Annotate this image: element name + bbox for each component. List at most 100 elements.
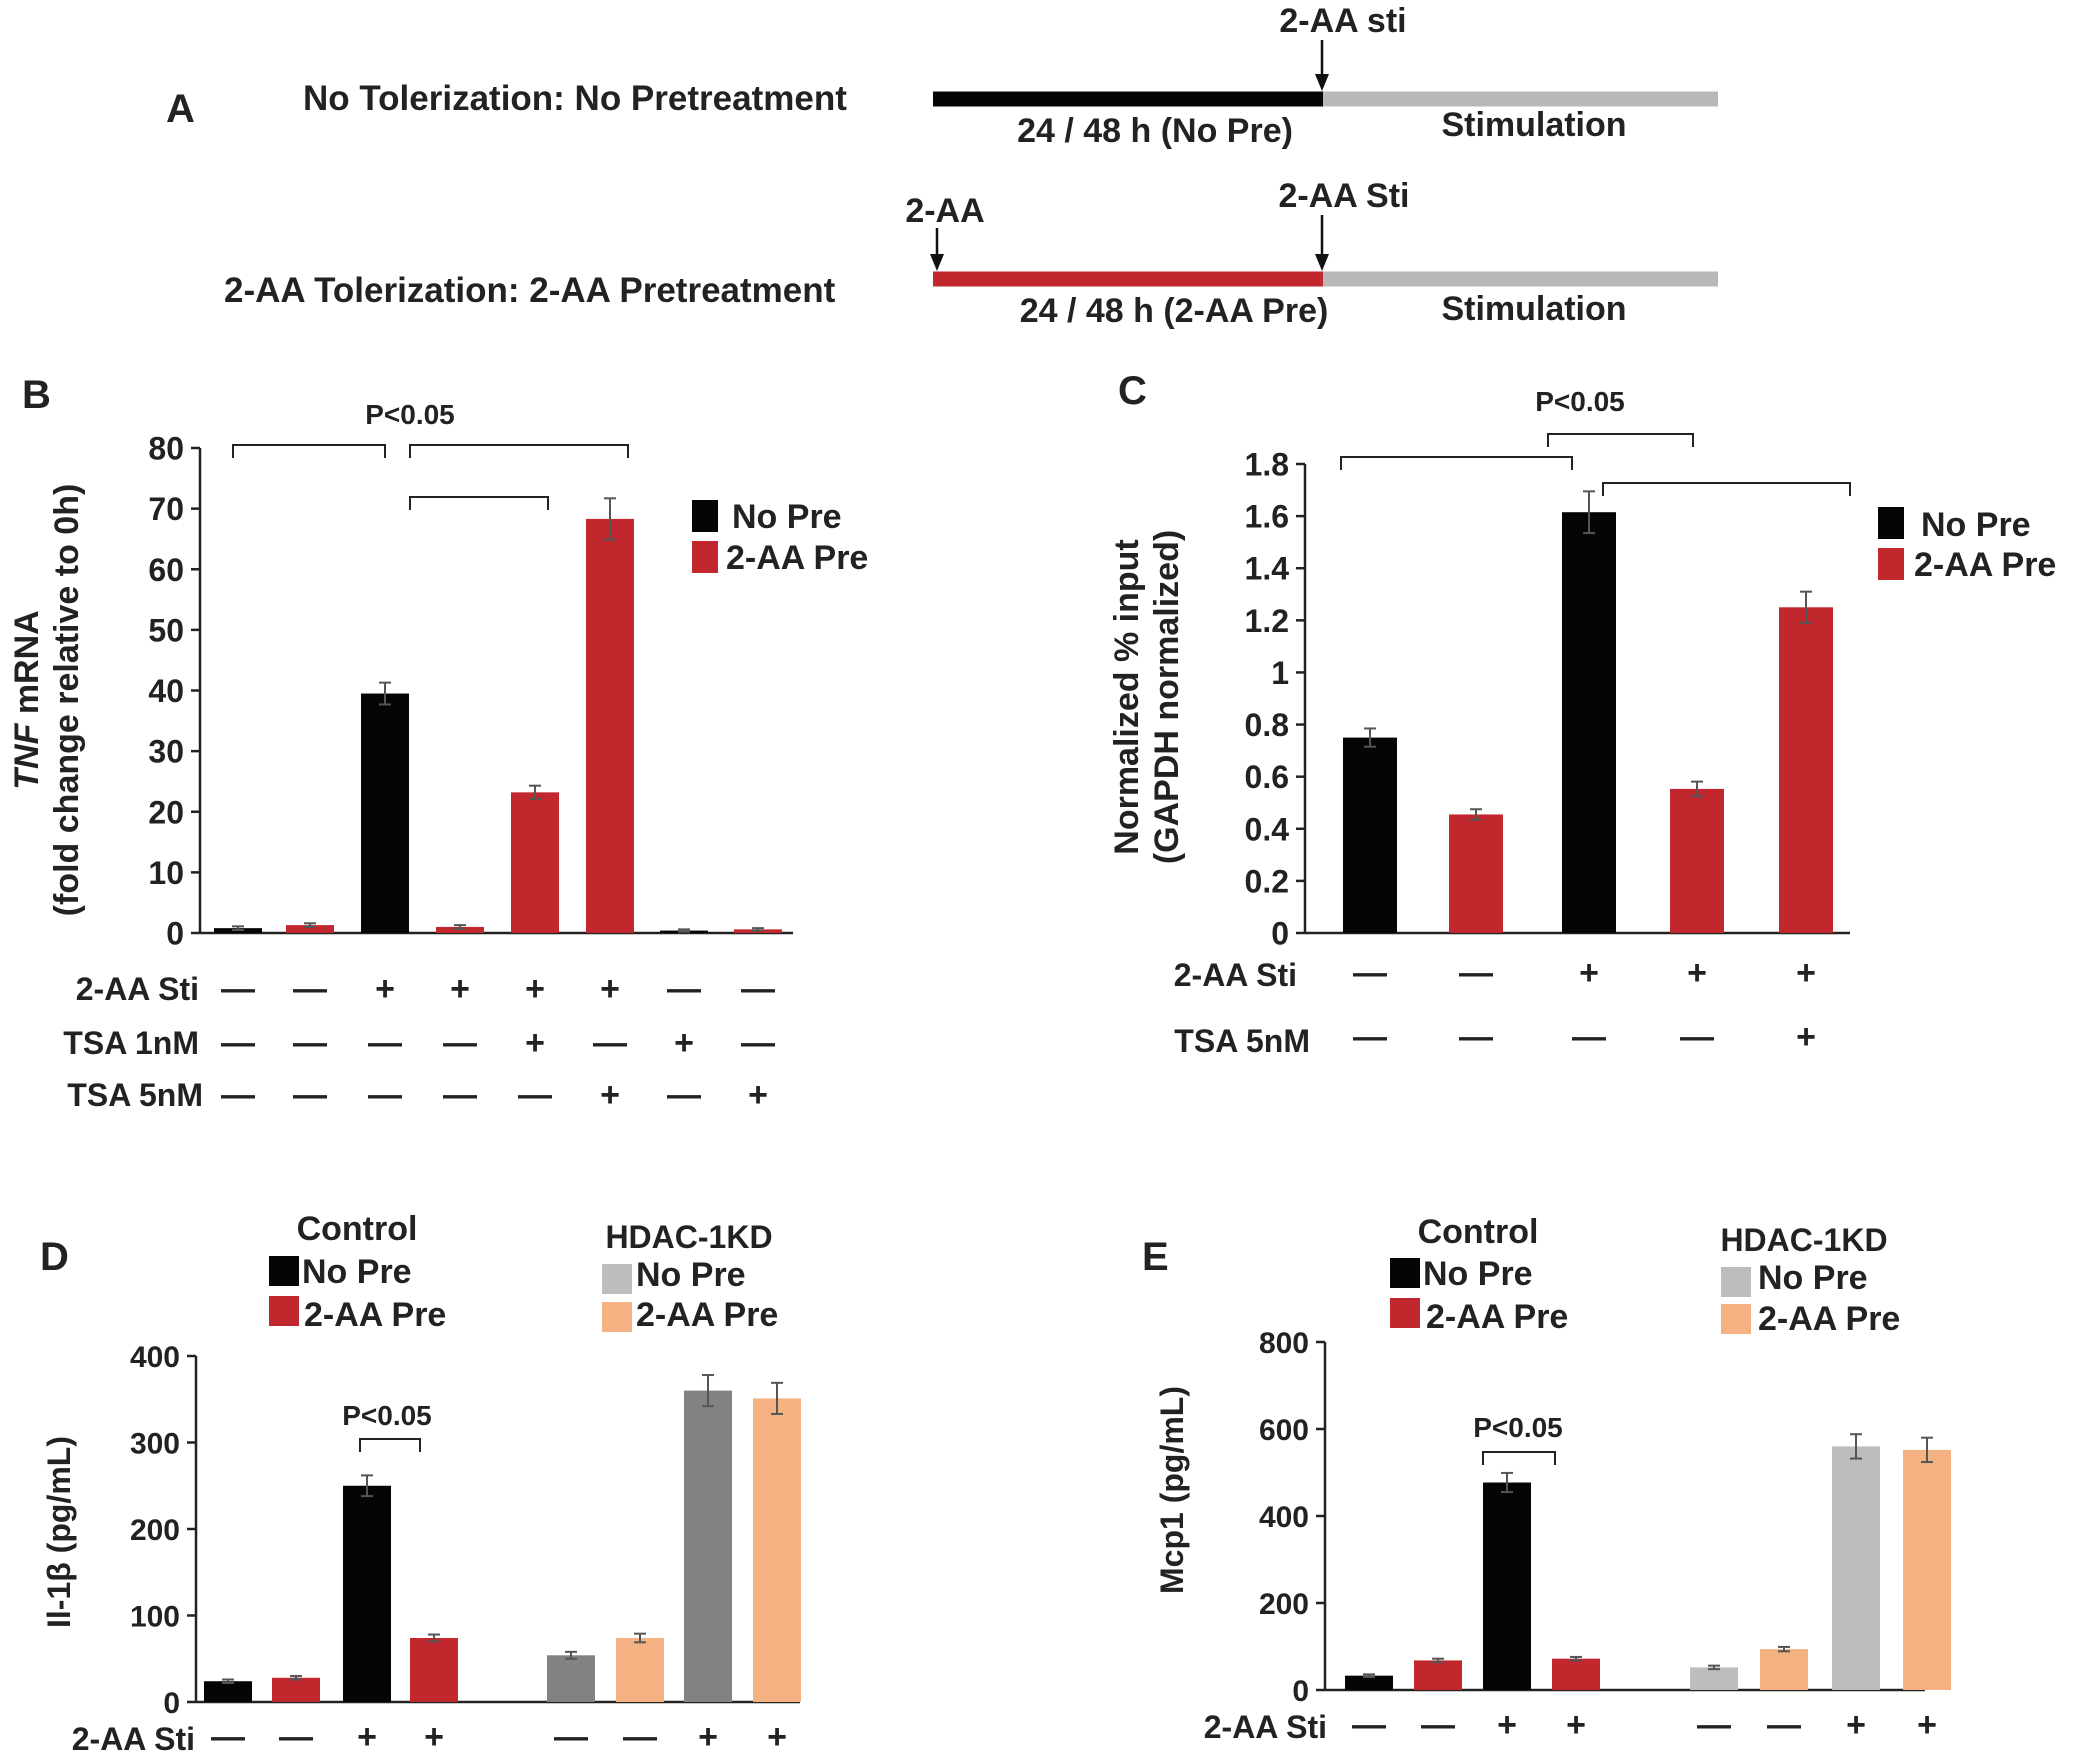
ylabel-line2: (fold change relative to 0h) xyxy=(48,484,86,917)
panel-c-pvalue: P<0.05 xyxy=(1535,386,1625,417)
legend-label: 2-AA Pre xyxy=(1426,1298,1568,1336)
legend-swatch-2aa-pre xyxy=(1878,548,1904,580)
condition-mark: + xyxy=(1796,1018,1816,1056)
row2-title: 2-AA Tolerization: 2-AA Pretreatment xyxy=(224,271,836,310)
legend-label: No Pre xyxy=(1758,1259,1868,1297)
y-tick-label: 40 xyxy=(148,673,184,709)
legend-label: No Pre xyxy=(1423,1255,1533,1293)
condition-mark: + xyxy=(1497,1706,1517,1744)
row2-stim-label: Stimulation xyxy=(1441,290,1626,328)
y-tick-label: 200 xyxy=(1259,1588,1309,1621)
row2-pre-label: 24 / 48 h (2-AA Pre) xyxy=(1020,292,1329,330)
panel-c-legend: No Pre 2-AA Pre xyxy=(1878,506,2056,584)
bar xyxy=(204,1681,252,1702)
ylabel-line2: (GAPDH normalized) xyxy=(1148,530,1186,864)
condition-mark: — xyxy=(667,1076,701,1114)
cond-label: 2-AA Sti xyxy=(1204,1709,1327,1745)
y-tick-label: 0 xyxy=(1292,1675,1309,1708)
legend-swatch xyxy=(602,1264,632,1294)
panel-d-pvalue: P<0.05 xyxy=(342,1400,432,1431)
legend-swatch xyxy=(1721,1267,1751,1297)
condition-mark: — xyxy=(593,1024,627,1062)
y-tick-label: 20 xyxy=(148,794,184,830)
y-tick-label: 1.8 xyxy=(1245,447,1289,483)
row2-start-arrow-label: 2-AA xyxy=(905,192,984,230)
bar xyxy=(410,1637,458,1702)
condition-mark: — xyxy=(443,1024,477,1062)
row1-title: No Tolerization: No Pretreatment xyxy=(303,79,847,118)
y-tick-label: 0.6 xyxy=(1245,759,1289,795)
panel-d-condition-marks: — — + + — — + + xyxy=(211,1718,787,1756)
cond-label: TSA 5nM xyxy=(67,1077,203,1113)
svg-text:TNF mRNA: TNF mRNA xyxy=(8,610,46,789)
sig-bracket xyxy=(1602,482,1851,496)
legend-label: 2-AA Pre xyxy=(636,1296,778,1334)
condition-mark: + xyxy=(525,970,545,1008)
panel-d-chart: D Il-1β (pg/mL) 0 100 200 300 400 Control No… xyxy=(40,1210,801,1757)
condition-mark: — xyxy=(368,1076,402,1114)
legend-label-no-pre: No Pre xyxy=(1921,506,2031,544)
legend-label-2aa-pre: 2-AA Pre xyxy=(726,539,868,577)
legend-label-no-pre: No Pre xyxy=(732,498,842,536)
condition-mark: — xyxy=(667,970,701,1008)
panel-e-legend: Control No Pre 2-AA Pre HDAC-1KD No Pre … xyxy=(1390,1213,1900,1338)
condition-mark: + xyxy=(424,1718,444,1756)
bar xyxy=(616,1637,664,1702)
y-tick-label: 70 xyxy=(148,491,184,527)
condition-mark: + xyxy=(748,1076,768,1114)
sig-bracket xyxy=(1482,1451,1556,1465)
legend-label-2aa-pre: 2-AA Pre xyxy=(1914,546,2056,584)
y-tick-label: 600 xyxy=(1259,1414,1309,1447)
legend-swatch-no-pre xyxy=(1878,507,1904,539)
legend-swatch xyxy=(602,1302,632,1332)
panel-c-significance xyxy=(1340,433,1851,496)
condition-mark: — xyxy=(1352,1706,1386,1744)
condition-mark: — xyxy=(221,1076,255,1114)
sig-bracket xyxy=(409,444,629,458)
condition-mark: + xyxy=(1566,1706,1586,1744)
panel-b-chart: B TNF mRNA (fold change relative to 0h) … xyxy=(8,373,868,1114)
y-tick-label: 1.4 xyxy=(1245,551,1290,587)
condition-mark: — xyxy=(221,1024,255,1062)
y-tick-label: 300 xyxy=(130,1427,180,1460)
bar xyxy=(586,518,634,933)
condition-mark: — xyxy=(1353,954,1387,992)
legend-title-control: Control xyxy=(1418,1213,1539,1251)
y-tick-label: 0 xyxy=(163,1687,180,1720)
cond-label: TSA 5nM xyxy=(1174,1023,1310,1059)
panel-a-timeline: A No Tolerization: No Pretreatment 2-AA … xyxy=(166,2,1718,330)
condition-mark: + xyxy=(1687,954,1707,992)
legend-swatch xyxy=(1390,1258,1420,1288)
ylabel-rest: mRNA xyxy=(8,610,46,723)
cond-label: 2-AA Sti xyxy=(76,971,199,1007)
row2-arrow-label: 2-AA Sti xyxy=(1279,177,1410,215)
panel-e-condition-marks: — — + + — — + + xyxy=(1352,1706,1937,1744)
row2-start-arrow-head xyxy=(930,254,944,271)
y-tick-label: 30 xyxy=(148,734,184,770)
bar xyxy=(511,792,559,933)
condition-mark: — xyxy=(1767,1706,1801,1744)
y-tick-label: 800 xyxy=(1259,1327,1309,1360)
y-tick-label: 0 xyxy=(1271,916,1289,952)
sig-bracket xyxy=(1340,456,1573,470)
panel-b-label: B xyxy=(22,373,51,417)
panel-c-label: C xyxy=(1118,369,1147,413)
y-tick-label: 0.8 xyxy=(1245,707,1289,743)
sig-bracket xyxy=(1547,433,1694,447)
y-tick-label: 10 xyxy=(148,855,184,891)
panel-d-ylabel: Il-1β (pg/mL) xyxy=(41,1436,77,1628)
condition-mark: — xyxy=(1459,954,1493,992)
y-tick-label: 200 xyxy=(130,1514,180,1547)
bar xyxy=(547,1655,595,1702)
legend-label: 2-AA Pre xyxy=(304,1296,446,1334)
bar xyxy=(684,1390,732,1702)
condition-mark: — xyxy=(1697,1706,1731,1744)
bar xyxy=(1345,1675,1393,1690)
bar xyxy=(361,693,409,933)
bar xyxy=(343,1485,391,1702)
condition-mark: — xyxy=(1680,1018,1714,1056)
condition-mark: — xyxy=(1353,1018,1387,1056)
condition-mark: — xyxy=(1572,1018,1606,1056)
y-tick-label: 50 xyxy=(148,612,184,648)
